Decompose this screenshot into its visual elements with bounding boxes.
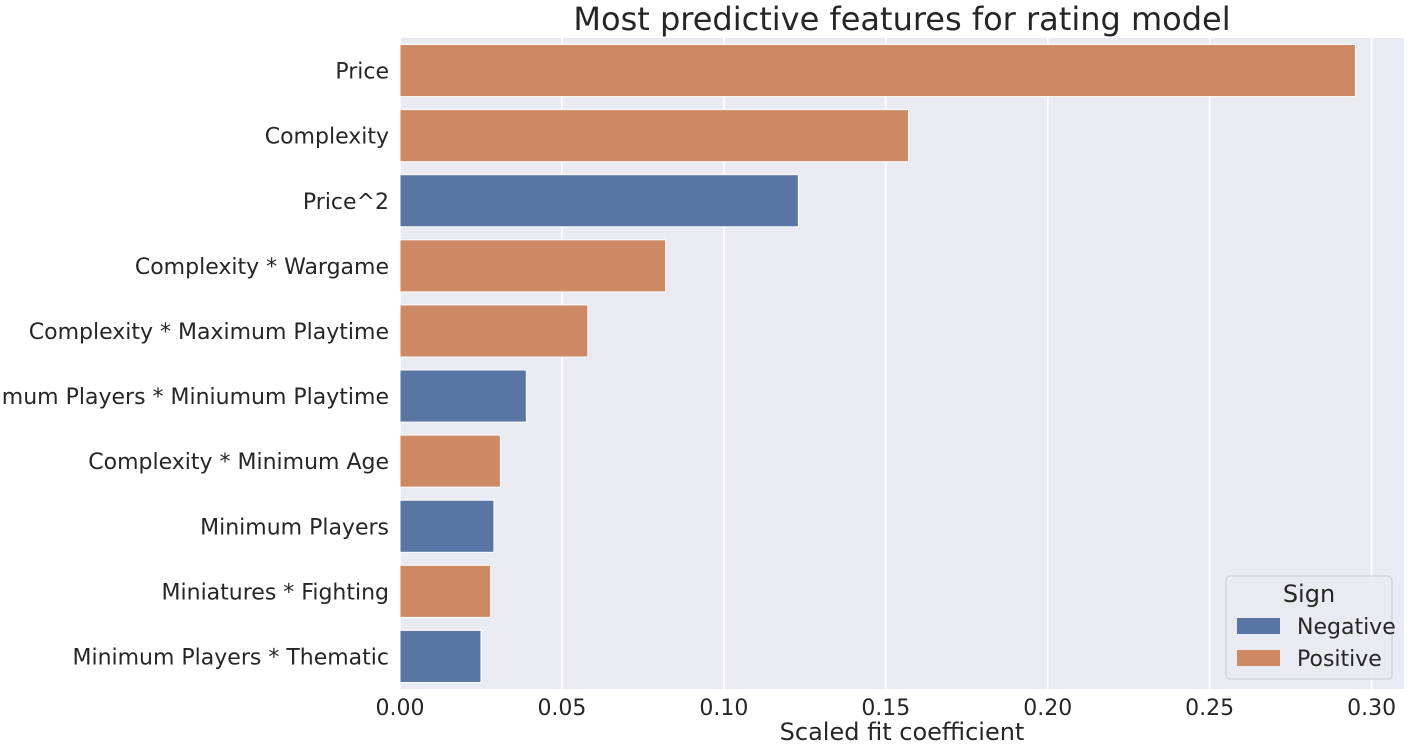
y-tick-label: Complexity * Minimum Age <box>88 450 389 475</box>
legend-entries: Negative Positive <box>1237 615 1396 672</box>
y-tick-label: Minimum Players * Miniumum Playtime <box>0 385 389 410</box>
y-tick-label: Complexity * Maximum Playtime <box>29 320 389 345</box>
x-tick-labels: 0.00 0.05 0.10 0.15 0.20 0.25 0.30 <box>376 696 1397 721</box>
bar <box>399 304 589 358</box>
x-axis-label: Scaled fit coefficient <box>780 718 1025 746</box>
bar <box>399 499 495 553</box>
y-tick-labels: Price Complexity Price^2 Complexity * Warga… <box>0 60 389 671</box>
legend-swatch <box>1237 618 1280 634</box>
bar <box>399 109 909 163</box>
y-tick-label: Minimum Players * Thematic <box>72 645 389 670</box>
x-tick-label: 0.20 <box>1023 696 1072 721</box>
chart-title: Most predictive features for rating mode… <box>573 0 1230 38</box>
y-tick-label: Complexity * Wargame <box>135 255 389 280</box>
y-tick-label: Price <box>335 60 389 85</box>
x-tick-label: 0.25 <box>1185 696 1234 721</box>
bar <box>399 369 527 423</box>
legend-label: Positive <box>1297 647 1382 672</box>
x-tick-label: 0.00 <box>376 696 425 721</box>
y-tick-label: Minimum Players <box>200 515 389 540</box>
legend-title: Sign <box>1283 580 1335 608</box>
x-tick-label: 0.05 <box>537 696 586 721</box>
bar <box>399 564 492 618</box>
x-tick-label: 0.30 <box>1347 696 1396 721</box>
bar <box>399 434 501 488</box>
x-tick-label: 0.10 <box>699 696 748 721</box>
y-tick-label: Complexity <box>265 125 389 150</box>
legend: Sign Negative Positive <box>1225 575 1396 680</box>
bar <box>399 174 799 228</box>
bar <box>399 44 1356 98</box>
bar <box>399 629 482 683</box>
legend-swatch <box>1237 650 1280 666</box>
y-tick-label: Miniatures * Fighting <box>162 580 389 605</box>
bar <box>399 239 667 293</box>
x-tick-label: 0.15 <box>861 696 910 721</box>
y-tick-label: Price^2 <box>303 190 389 215</box>
legend-label: Negative <box>1297 615 1396 640</box>
bars <box>399 44 1356 683</box>
